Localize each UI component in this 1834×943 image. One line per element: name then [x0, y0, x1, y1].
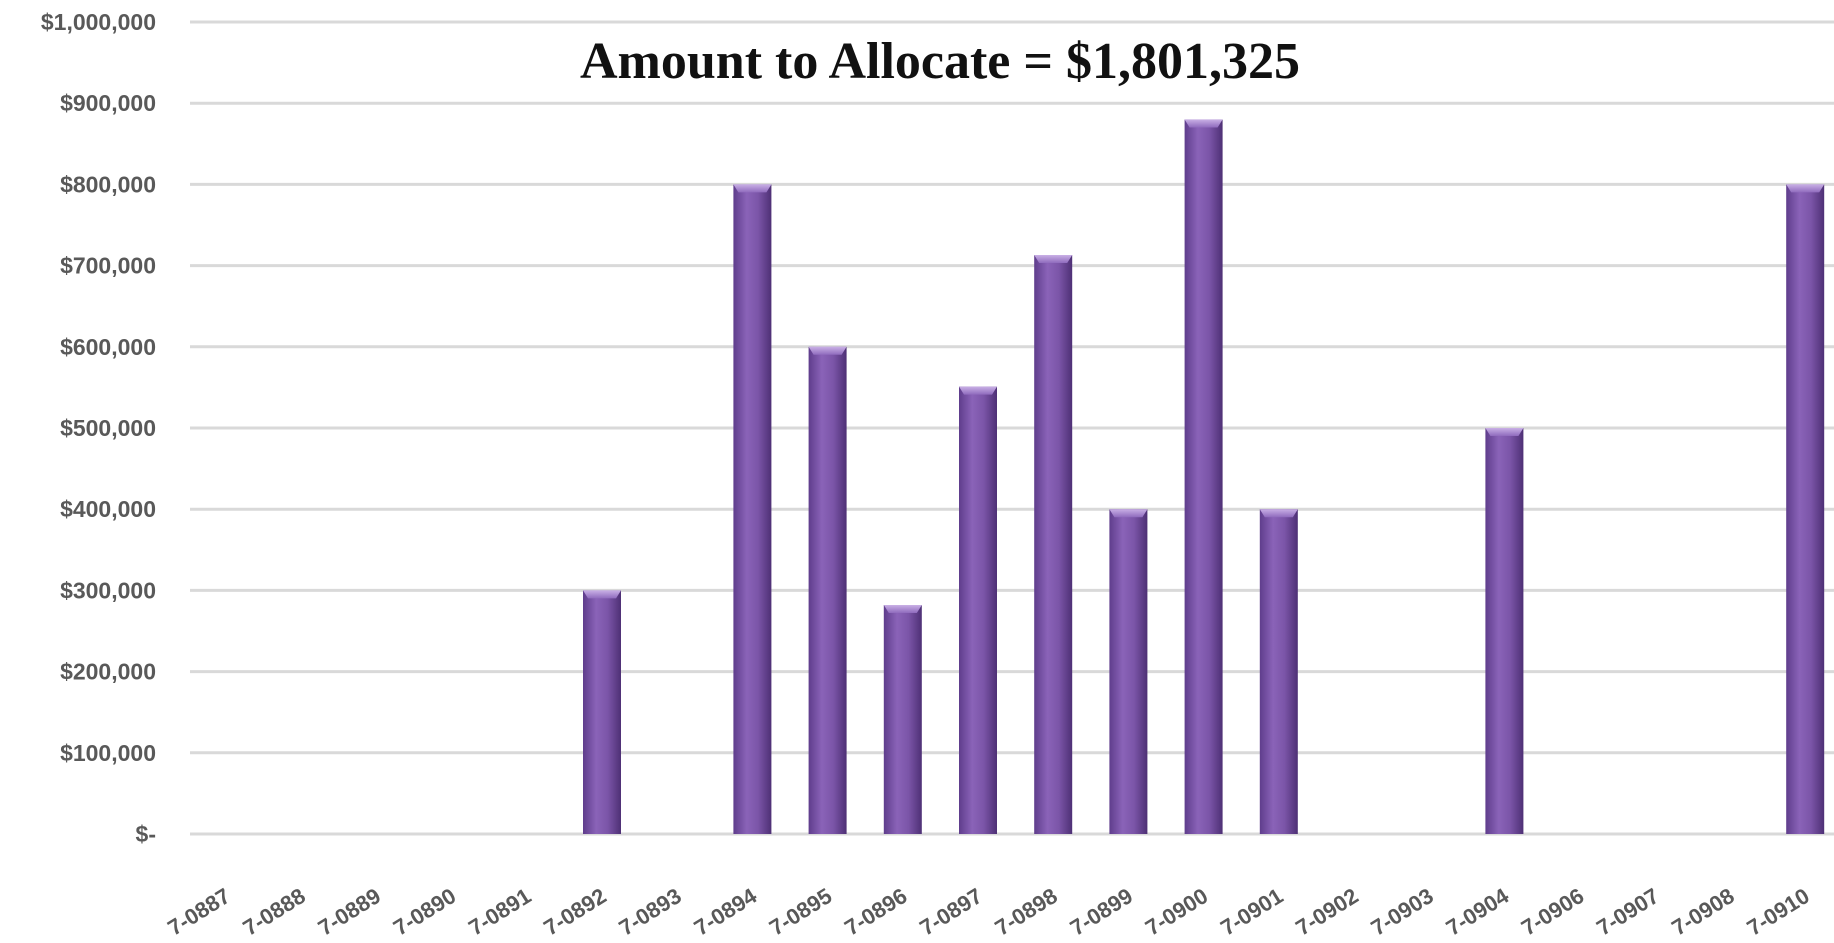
x-tick-label: 7-0907	[1592, 883, 1663, 941]
bar-body	[1259, 509, 1298, 834]
bar-cap	[583, 590, 621, 599]
bar	[1184, 119, 1223, 834]
y-tick-label: $400,000	[60, 496, 156, 522]
bar-cap	[808, 346, 847, 355]
x-tick-label: 7-0891	[464, 883, 535, 941]
x-tick-label: 7-0894	[690, 883, 762, 941]
x-tick-label: 7-0887	[163, 883, 234, 941]
bar-body	[733, 184, 772, 834]
x-tick-label: 7-0900	[1141, 883, 1212, 941]
y-tick-label: $600,000	[60, 334, 156, 360]
y-tick-label: $1,000,000	[41, 9, 156, 35]
bar-body	[1034, 255, 1073, 834]
bar-cap	[1109, 509, 1148, 518]
bar-body	[1485, 428, 1524, 834]
bar-body	[883, 605, 922, 834]
bar	[733, 184, 772, 834]
x-tick-label: 7-0888	[238, 883, 309, 941]
bar-cap	[1786, 184, 1825, 193]
bar-cap	[1034, 255, 1073, 264]
bar	[959, 386, 997, 834]
bar-cap	[1259, 509, 1298, 518]
bar-body	[808, 346, 847, 834]
x-tick-label: 7-0906	[1517, 883, 1588, 941]
chart-title: Amount to Allocate = $1,801,325	[580, 33, 1300, 90]
y-tick-label: $100,000	[60, 740, 156, 766]
x-tick-label: 7-0910	[1742, 883, 1813, 941]
bar-cap	[1485, 428, 1524, 436]
bar	[1259, 509, 1298, 834]
x-tick-label: 7-0895	[765, 883, 836, 941]
bars	[583, 119, 1825, 834]
y-tick-label: $300,000	[60, 577, 156, 603]
x-tick-label: 7-0908	[1667, 883, 1738, 941]
y-tick-label: $800,000	[60, 171, 156, 197]
bar-body	[1184, 119, 1223, 834]
x-tick-label: 7-0899	[1066, 883, 1137, 941]
bar-cap	[1184, 119, 1223, 128]
x-tick-label: 7-0889	[314, 883, 385, 941]
x-tick-label: 7-0897	[915, 883, 986, 941]
x-tick-label: 7-0896	[840, 883, 911, 941]
bar-body	[583, 590, 621, 834]
x-tick-label: 7-0892	[539, 883, 610, 941]
bar-body	[1109, 509, 1148, 834]
bar-body	[1786, 184, 1825, 834]
y-tick-label: $900,000	[60, 90, 156, 116]
bar	[1109, 509, 1148, 834]
bar	[1786, 184, 1825, 834]
bar	[1034, 255, 1073, 834]
x-tick-label: 7-0890	[389, 883, 460, 941]
bar-cap	[959, 386, 997, 395]
gridlines	[190, 20, 1834, 836]
bar-body	[959, 386, 997, 834]
bar-cap	[883, 605, 922, 614]
bar	[808, 346, 847, 834]
y-tick-label: $500,000	[60, 415, 156, 441]
bar	[1485, 428, 1524, 834]
bar	[883, 605, 922, 834]
bar	[583, 590, 621, 834]
x-tick-label: 7-0901	[1216, 883, 1287, 941]
x-axis: 7-0887 7-0888 7-0889 7-0890 7-0891 7-0892 7-08…	[163, 883, 1814, 941]
x-tick-label: 7-0893	[614, 883, 685, 941]
x-tick-label: 7-0898	[990, 883, 1061, 941]
y-tick-label: $700,000	[60, 253, 156, 279]
y-tick-label: $-	[136, 821, 156, 847]
y-tick-label: $200,000	[60, 659, 156, 685]
y-axis: $- $100,000 $200,000 $300,000 $400,000 $500,0…	[41, 9, 156, 847]
x-tick-label: 7-0904	[1442, 883, 1514, 941]
bar-cap	[733, 184, 772, 193]
x-tick-label: 7-0903	[1366, 883, 1437, 941]
x-tick-label: 7-0902	[1291, 883, 1362, 941]
